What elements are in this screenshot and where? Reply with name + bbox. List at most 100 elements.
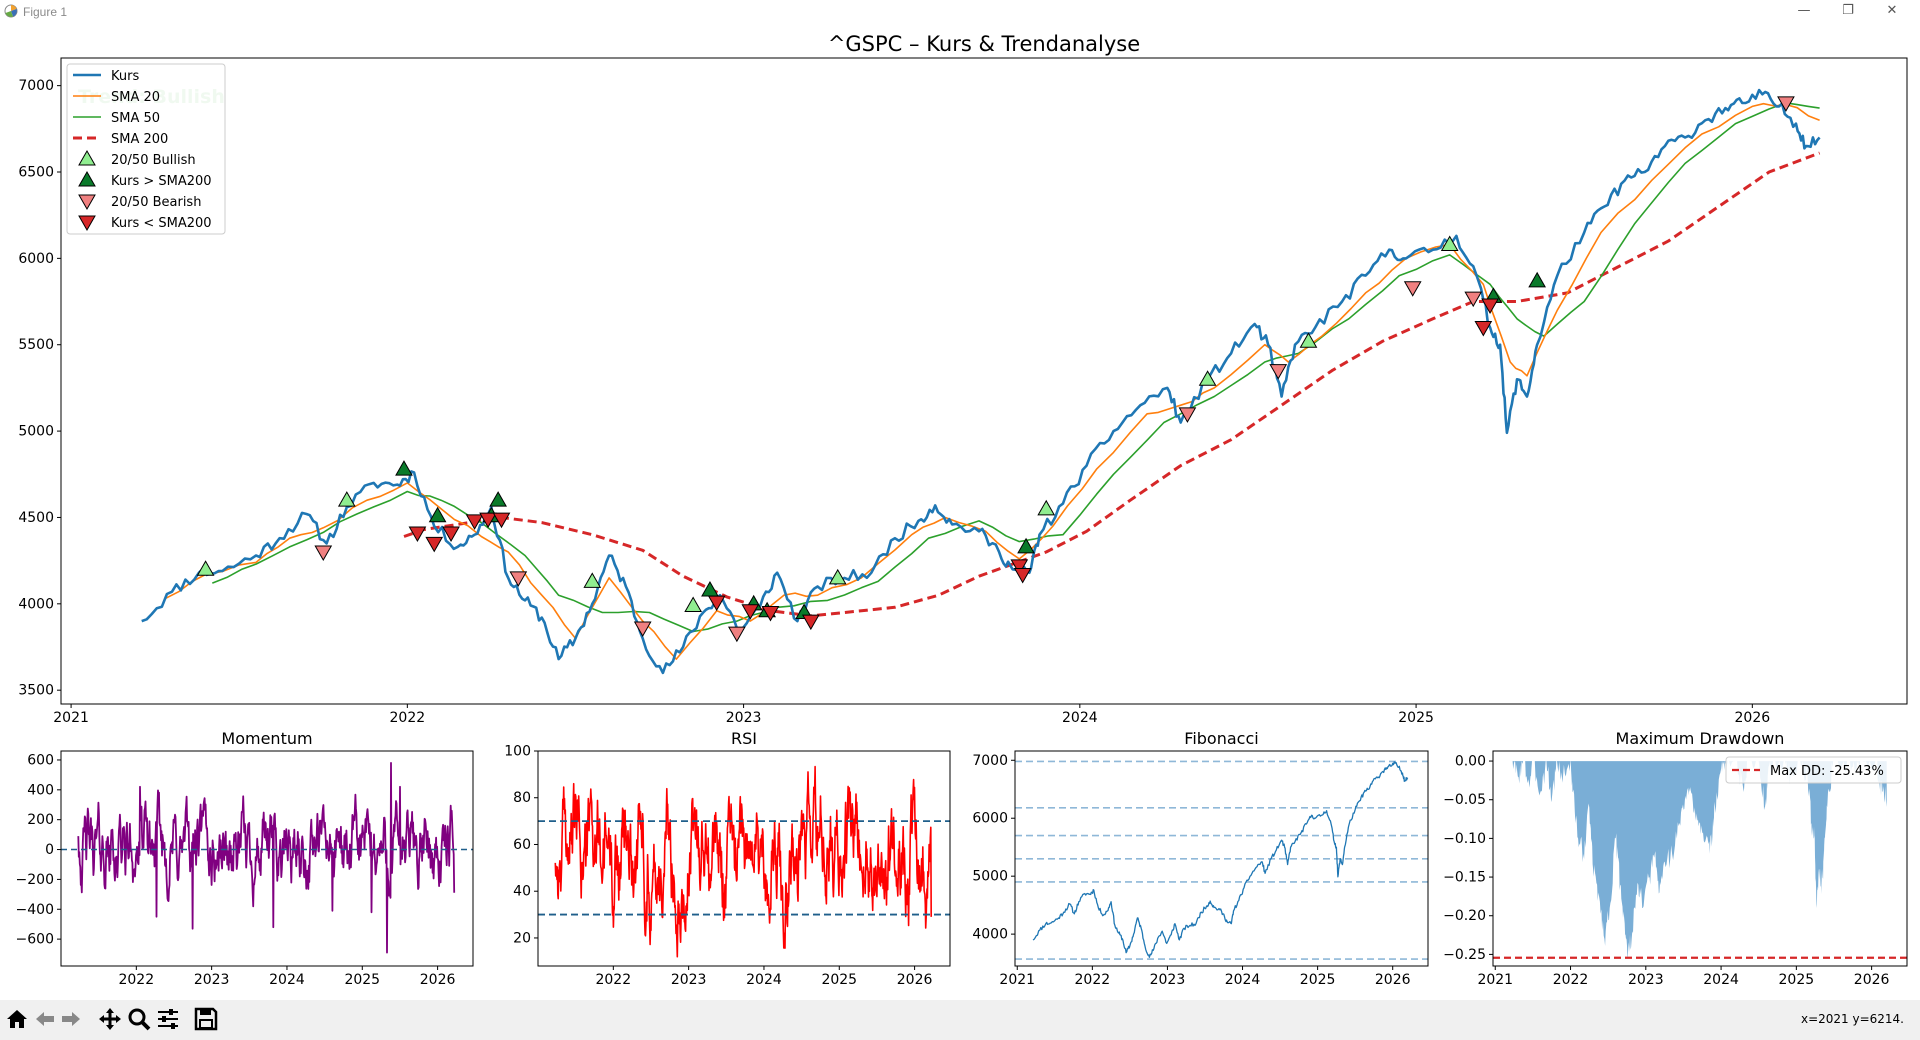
legend-marker-handle (78, 194, 96, 211)
figure-canvas[interactable]: 2021 2022 2023 2024 2025 20263500400045005000… (0, 24, 1920, 1000)
kurs-above-sma200-marker (395, 460, 413, 476)
y-tick-label: 60 (513, 837, 531, 853)
kurs-below-sma200-marker (761, 605, 780, 622)
legend-label: Kurs > SMA200 (111, 174, 212, 189)
x-tick-label: 2024 (1225, 972, 1261, 988)
axes-frame (60, 57, 1908, 705)
drawdown-area (1512, 761, 1887, 959)
kurs-above-sma200-marker (428, 506, 447, 523)
legend-label: SMA 20 (111, 90, 160, 105)
y-tick-label: 6500 (18, 165, 54, 181)
legend-frame (66, 63, 226, 235)
x-tick-label: 2023 (726, 710, 762, 726)
x-tick-label: 2022 (118, 972, 154, 988)
y-tick-label: 6000 (972, 811, 1008, 827)
sma50-line (212, 102, 1820, 633)
zoom-icon[interactable] (126, 1006, 152, 1032)
chart-title: Maximum Drawdown (1616, 729, 1785, 748)
restore-button[interactable]: ❐ (1842, 3, 1854, 18)
bearish-cross-marker (1178, 407, 1197, 423)
axes-frame (1492, 750, 1908, 967)
bullish-cross-marker (828, 568, 847, 585)
x-tick-label: 2025 (344, 972, 380, 988)
save-icon[interactable] (193, 1006, 219, 1032)
drawdown-chart: 2021 2022 2023 2024 2025 2026 0.00 −0.05 −0.10 −0… (1443, 729, 1908, 988)
kurs-above-sma200-marker (1017, 537, 1035, 554)
home-icon[interactable] (4, 1006, 30, 1032)
axes-frame (1014, 750, 1429, 967)
configure-subplots-icon[interactable] (155, 1006, 181, 1032)
close-button[interactable]: ✕ (1886, 3, 1898, 18)
x-tick-label: 2024 (269, 972, 305, 988)
bearish-cross-marker (1464, 291, 1483, 308)
forward-icon[interactable] (58, 1006, 84, 1032)
kurs-above-sma200-marker (701, 580, 719, 597)
bullish-cross-marker (1037, 499, 1056, 516)
sma20-line (164, 102, 1820, 660)
kurs-below-sma200-marker (479, 512, 497, 529)
x-tick-label: 2026 (897, 972, 933, 988)
pan-icon[interactable] (97, 1006, 123, 1032)
x-tick-label: 2024 (1703, 972, 1739, 988)
x-tick-label: 2026 (1735, 710, 1771, 726)
legend-label: Kurs < SMA200 (111, 216, 212, 231)
plot-area (1015, 760, 1428, 960)
legend-label: SMA 50 (111, 111, 160, 126)
main-price-chart: 2021 2022 2023 2024 2025 2026 3500 4000 4500 5000… (18, 32, 1908, 726)
kurs-below-sma200-marker (492, 512, 511, 529)
x-tick-label: 2025 (821, 972, 857, 988)
fib-price-line (1032, 761, 1409, 958)
y-tick-label: 7000 (18, 78, 54, 94)
kurs-below-sma200-marker (1010, 559, 1029, 575)
kurs-above-sma200-marker (489, 491, 507, 507)
y-tick-label: −400 (16, 902, 54, 918)
x-tick-label: 2023 (671, 972, 707, 988)
y-tick-label: 4000 (18, 596, 54, 612)
back-icon[interactable] (32, 1006, 58, 1032)
y-tick-label: 7000 (972, 753, 1008, 769)
bullish-cross-marker (1440, 235, 1459, 252)
matplotlib-logo-icon (4, 4, 18, 18)
chart-title: Fibonacci (1184, 729, 1258, 748)
x-tick-label: 2021 (999, 972, 1035, 988)
y-tick-label: −0.25 (1443, 947, 1486, 963)
legend-label: Kurs (111, 69, 139, 84)
window-title: Figure 1 (23, 5, 68, 19)
x-tick-label: 2023 (194, 972, 230, 988)
y-tick-label: −0.05 (1443, 792, 1486, 808)
bearish-cross-marker (1403, 281, 1422, 297)
x-tick-label: 2026 (420, 972, 456, 988)
y-tick-label: 4000 (972, 927, 1008, 943)
plot-area (1493, 761, 1907, 959)
chart-title: Momentum (221, 729, 312, 748)
y-tick-label: 5000 (18, 424, 54, 440)
y-tick-label: −600 (16, 932, 54, 948)
x-tick-label: 2025 (1300, 972, 1336, 988)
chart-title: RSI (731, 729, 757, 748)
y-tick-label: 0 (45, 842, 54, 858)
kurs-below-sma200-marker (801, 614, 820, 631)
bullish-cross-marker (337, 491, 356, 507)
x-tick-label: 2023 (1150, 972, 1186, 988)
sma200-line (403, 151, 1821, 618)
y-tick-label: 4500 (18, 510, 54, 526)
legend-label: Max DD: -25.43% (1770, 764, 1884, 779)
momentum-line (77, 762, 456, 954)
plot-area (538, 765, 950, 958)
bearish-cross-marker (727, 626, 746, 643)
legend-frame (1725, 756, 1902, 784)
minimize-button[interactable]: — (1797, 3, 1811, 18)
x-tick-label: 2025 (1779, 972, 1815, 988)
y-tick-label: −0.15 (1443, 870, 1486, 886)
kurs-below-sma200-marker (465, 514, 484, 530)
x-tick-label: 2026 (1375, 972, 1411, 988)
kurs-below-sma200-marker (741, 604, 760, 620)
x-tick-label: 2022 (595, 972, 631, 988)
bearish-cross-marker (509, 571, 528, 587)
x-tick-label: 2024 (1062, 710, 1098, 726)
kurs-below-sma200-marker (1474, 320, 1493, 337)
kurs-below-sma200-marker (707, 595, 726, 612)
x-tick-label: 2021 (1477, 972, 1513, 988)
legend-marker-handle (78, 170, 96, 187)
bullish-cross-marker (196, 560, 215, 576)
